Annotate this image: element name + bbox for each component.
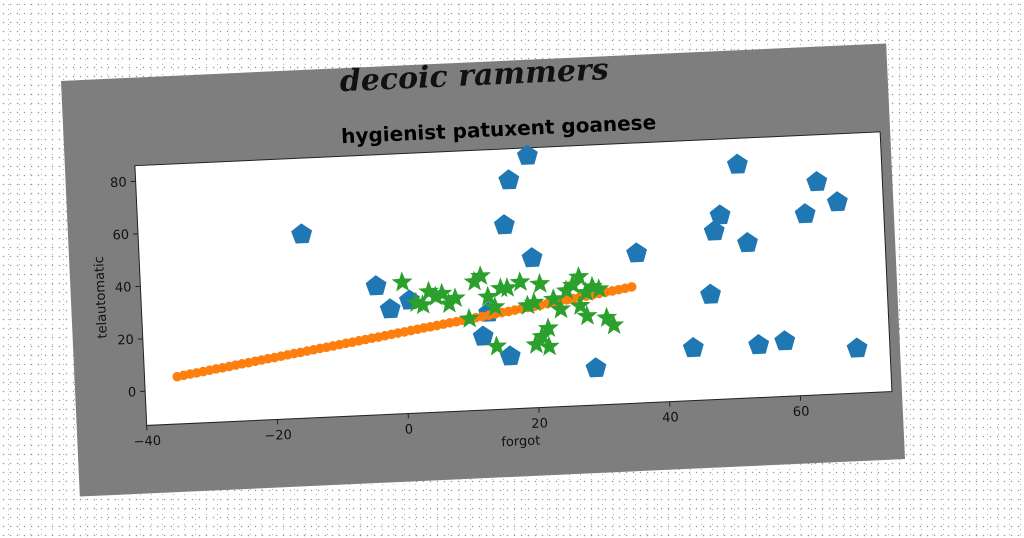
y-tick-label: 60 (112, 228, 129, 244)
y-tick-label: 40 (115, 280, 132, 296)
x-tick-label: −20 (264, 428, 292, 444)
x-axis-label: forgot (501, 434, 541, 451)
x-tick-label: −40 (133, 434, 161, 450)
y-tick-label: 80 (110, 175, 127, 191)
y-tick-label: 20 (117, 333, 134, 349)
x-tick-label: 0 (404, 422, 413, 437)
y-tick-label: 0 (128, 385, 137, 400)
x-tick-label: 20 (531, 416, 548, 432)
x-tick-label: 40 (662, 410, 679, 426)
x-tick-label: 60 (793, 404, 810, 420)
